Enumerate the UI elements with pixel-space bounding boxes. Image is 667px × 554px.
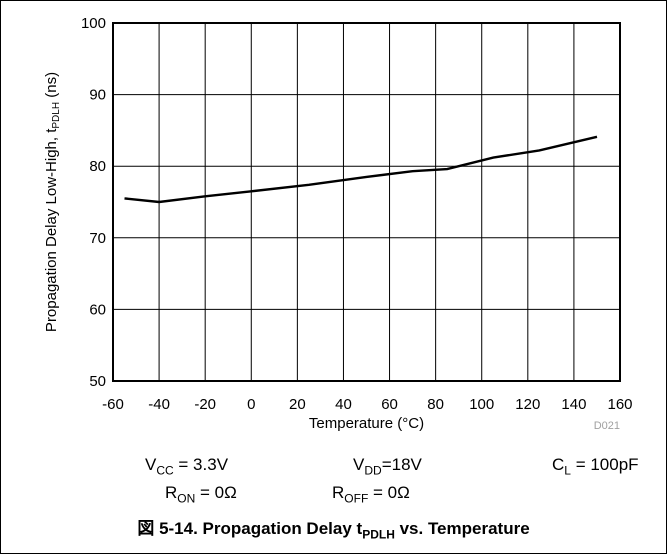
vcc-condition: VCC = 3.3V (145, 455, 229, 478)
propagation-delay-chart: -60 -40 -20 0 20 40 60 80 100 120 140 160 50 60 70 80 9… (43, 15, 633, 432)
plot-area (112, 22, 621, 382)
figure-caption: 図 5-14. Propagation Delay tPDLH vs. Temp… (137, 519, 530, 542)
x-tick-label: -60 (102, 396, 124, 413)
ron-condition: RON = 0Ω (165, 483, 237, 506)
x-axis-label: Temperature (°C) (309, 415, 424, 432)
x-tick-label: -40 (148, 396, 170, 413)
x-tick-label: 160 (607, 396, 632, 413)
y-tick-label: 80 (89, 158, 106, 175)
cl-condition: CL = 100pF (552, 455, 639, 478)
x-tick-label: 120 (515, 396, 540, 413)
x-tick-label: 100 (469, 396, 494, 413)
x-tick-label: 0 (247, 396, 255, 413)
vdd-condition: VDD=18V (353, 455, 422, 478)
x-tick-label: 140 (561, 396, 586, 413)
x-tick-label: 60 (381, 396, 398, 413)
roff-condition: ROFF = 0Ω (332, 483, 410, 506)
y-tick-label: 70 (89, 230, 106, 247)
y-tick-labels: 50 60 70 80 90 100 (81, 15, 106, 390)
chart-id-label: D021 (594, 420, 620, 432)
x-tick-label: 20 (289, 396, 306, 413)
x-tick-label: 40 (335, 396, 352, 413)
chart-grid (112, 22, 621, 382)
y-axis-label: Propagation Delay Low-High, tPDLH (ns) (43, 72, 62, 332)
x-tick-label: 80 (427, 396, 444, 413)
y-tick-label: 50 (89, 373, 106, 390)
x-tick-label: -20 (194, 396, 216, 413)
series-line (124, 135, 598, 204)
x-tick-labels: -60 -40 -20 0 20 40 60 80 100 120 140 160 (102, 396, 632, 413)
top-border (0, 0, 667, 1)
y-tick-label: 60 (89, 301, 106, 318)
y-tick-label: 100 (81, 15, 106, 32)
y-tick-label: 90 (89, 87, 106, 104)
